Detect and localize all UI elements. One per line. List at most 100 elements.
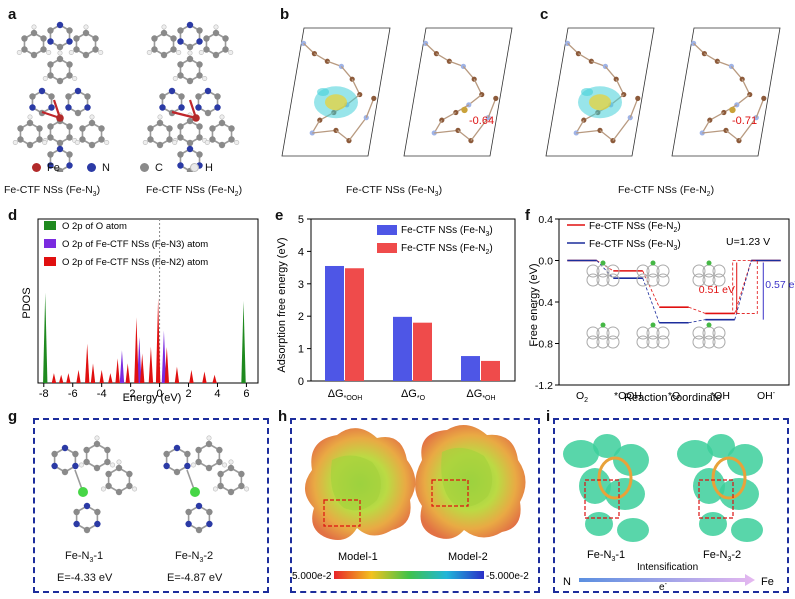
- c-atom: [47, 151, 54, 158]
- c-atom: [203, 46, 210, 53]
- bar-ytick-label: 5: [298, 214, 304, 226]
- fe-atom: [461, 106, 468, 114]
- pdos-peak: [134, 317, 139, 383]
- energy-connector: [734, 260, 752, 320]
- h-atom: [146, 49, 152, 55]
- c-atom: [66, 72, 73, 79]
- free-energy-ytick-label: -0.8: [535, 339, 553, 351]
- n-atom: [51, 462, 58, 470]
- g-model2-label: Fe-N3-2: [175, 550, 214, 565]
- pdos-peak: [164, 346, 170, 383]
- c-atom: [126, 470, 133, 478]
- ring: [586, 273, 600, 287]
- n-atom: [168, 87, 176, 95]
- h-model2-label: Model-2: [448, 551, 488, 563]
- panel-d: d PDOS Energy (eV) O 2p of O atom O 2p of…: [0, 205, 265, 405]
- cell-c-right: [671, 27, 781, 157]
- c-atom: [61, 468, 69, 476]
- energy-connector: [596, 260, 614, 279]
- pdos-chart: PDOS Energy (eV) O 2p of O atom O 2p of F…: [21, 218, 259, 404]
- ring: [636, 335, 650, 349]
- bar: [393, 316, 412, 381]
- n-atom: [66, 38, 73, 45]
- atom: [699, 130, 705, 136]
- pdos-peak: [76, 369, 81, 383]
- c-atom: [177, 61, 184, 68]
- panel-g-structures: [51, 435, 250, 534]
- h-atom: [190, 462, 196, 468]
- n-atom: [195, 104, 202, 111]
- h-atom: [72, 76, 78, 82]
- bar-category-label: ΔG*OH: [466, 388, 495, 402]
- c-atom: [214, 93, 221, 100]
- bond: [462, 65, 475, 80]
- c-atom: [30, 51, 38, 59]
- intermediate-structure: [692, 260, 726, 287]
- n-atom: [38, 87, 46, 95]
- h-atom: [31, 24, 37, 30]
- h-atom: [110, 462, 116, 468]
- atom: [588, 58, 594, 64]
- c-atom: [177, 134, 184, 141]
- arrow-right-label: Fe: [761, 576, 774, 588]
- i-model1-label: Fe-N3-1: [587, 549, 625, 563]
- h-atom: [42, 76, 48, 82]
- cell-b-left: [281, 27, 391, 157]
- c-atom: [56, 43, 64, 51]
- c-atom: [216, 446, 223, 454]
- electron-label: e-: [659, 581, 668, 591]
- c-atom: [196, 61, 203, 68]
- c-atom: [66, 123, 73, 130]
- pdos-peak: [119, 350, 125, 383]
- c-atom: [30, 29, 38, 37]
- adsorbate: [600, 260, 606, 266]
- fe-n3-1-structure: [51, 435, 138, 534]
- atom: [635, 95, 641, 101]
- c-atom: [218, 141, 226, 149]
- c-atom: [73, 508, 80, 516]
- bar-legend-text: Fe-CTF NSs (Fe-N3): [401, 225, 493, 238]
- bond: [441, 111, 457, 121]
- n-atom: [195, 502, 203, 510]
- caption-c: Fe-CTF NSs (Fe-N2): [618, 184, 715, 199]
- adsorbate: [706, 260, 712, 266]
- h-atom: [116, 459, 122, 465]
- h-atom: [228, 49, 234, 55]
- g-model1-label: Fe-N3-1: [65, 550, 104, 565]
- n-atom: [65, 104, 72, 111]
- h-atom: [89, 114, 95, 120]
- pdos-legend-text: O 2p of Fe-CTF NSs (Fe-N3) atom: [62, 239, 208, 250]
- c-atom: [66, 27, 73, 34]
- c-atom: [98, 136, 105, 143]
- bond: [709, 111, 725, 121]
- charge-difference-maps: Fe-N3-1 Fe-N3-2 Intensification N e- Fe: [563, 434, 774, 591]
- c-atom: [238, 470, 245, 478]
- ring: [656, 273, 670, 287]
- c-atom: [195, 526, 203, 534]
- c-atom: [92, 46, 99, 53]
- bond: [604, 65, 617, 80]
- intermediate-structure: [636, 322, 670, 349]
- panel-label-c: c: [540, 6, 549, 23]
- n-atom: [177, 38, 184, 45]
- g-energy2: E=-4.87 eV: [167, 572, 223, 584]
- n-atom: [163, 462, 170, 470]
- c-atom: [195, 93, 202, 100]
- ring: [692, 273, 706, 287]
- atom: [431, 130, 437, 136]
- h-atom: [222, 462, 228, 468]
- c-atom: [166, 125, 173, 132]
- bond: [365, 98, 375, 118]
- ring: [692, 326, 706, 340]
- ring: [712, 273, 726, 287]
- c-atom: [66, 134, 73, 141]
- legend-c: C: [140, 162, 163, 174]
- free-energy-xtick-label: OH-: [757, 390, 776, 402]
- ring: [712, 335, 726, 349]
- n-atom: [61, 444, 69, 452]
- pdos-peak: [212, 374, 217, 383]
- c-atom: [82, 51, 90, 59]
- pdos-peak: [66, 373, 71, 383]
- c-atom: [51, 450, 58, 458]
- c-atom: [228, 136, 235, 143]
